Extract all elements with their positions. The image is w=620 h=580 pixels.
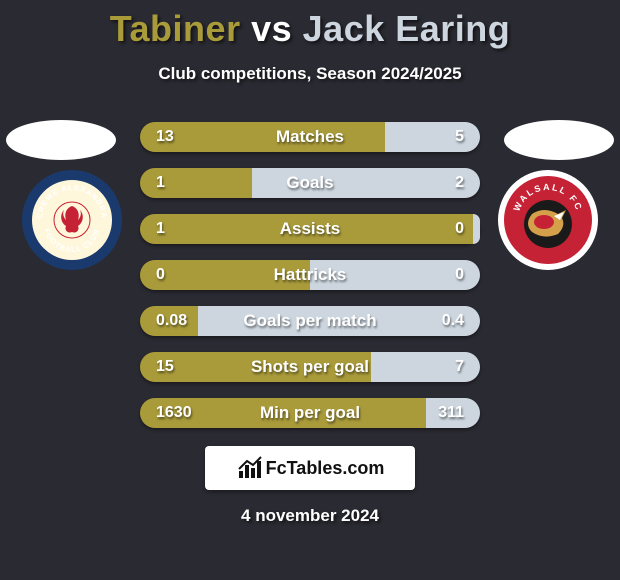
attribution-badge: FcTables.com [205,446,415,490]
subtitle: Club competitions, Season 2024/2025 [0,64,620,84]
player2-photo-placeholder [504,120,614,160]
comparison-infographic: Tabiner vs Jack Earing Club competitions… [0,0,620,580]
crewe-alexandra-icon: CREWE ALEXANDRA FOOTBALL CLUB [32,180,112,260]
stat-rows: 135Matches 12Goals 10Assists 00Hattricks 0.0… [140,122,480,444]
player1-photo-placeholder [6,120,116,160]
vs-text: vs [251,8,292,49]
player2-name: Jack Earing [303,8,511,49]
stat-row: 12Goals [140,168,480,198]
stat-row: 1630311Min per goal [140,398,480,428]
stat-label: Hattricks [140,265,480,285]
player2-club-badge: WALSALL FC [498,170,598,270]
stat-label: Goals [140,173,480,193]
stat-row: 135Matches [140,122,480,152]
walsall-fc-icon: WALSALL FC [504,176,592,264]
stat-label: Assists [140,219,480,239]
stat-row: 157Shots per goal [140,352,480,382]
stat-label: Matches [140,127,480,147]
page-title: Tabiner vs Jack Earing [0,0,620,50]
stat-label: Min per goal [140,403,480,423]
stat-label: Shots per goal [140,357,480,377]
chart-icon [236,455,262,481]
player1-name: Tabiner [110,8,241,49]
player1-club-badge: CREWE ALEXANDRA FOOTBALL CLUB [22,170,122,270]
attribution-text: FcTables.com [266,458,385,479]
date-text: 4 november 2024 [0,506,620,526]
stat-row: 0.080.4Goals per match [140,306,480,336]
stat-label: Goals per match [140,311,480,331]
stat-row: 00Hattricks [140,260,480,290]
stat-row: 10Assists [140,214,480,244]
